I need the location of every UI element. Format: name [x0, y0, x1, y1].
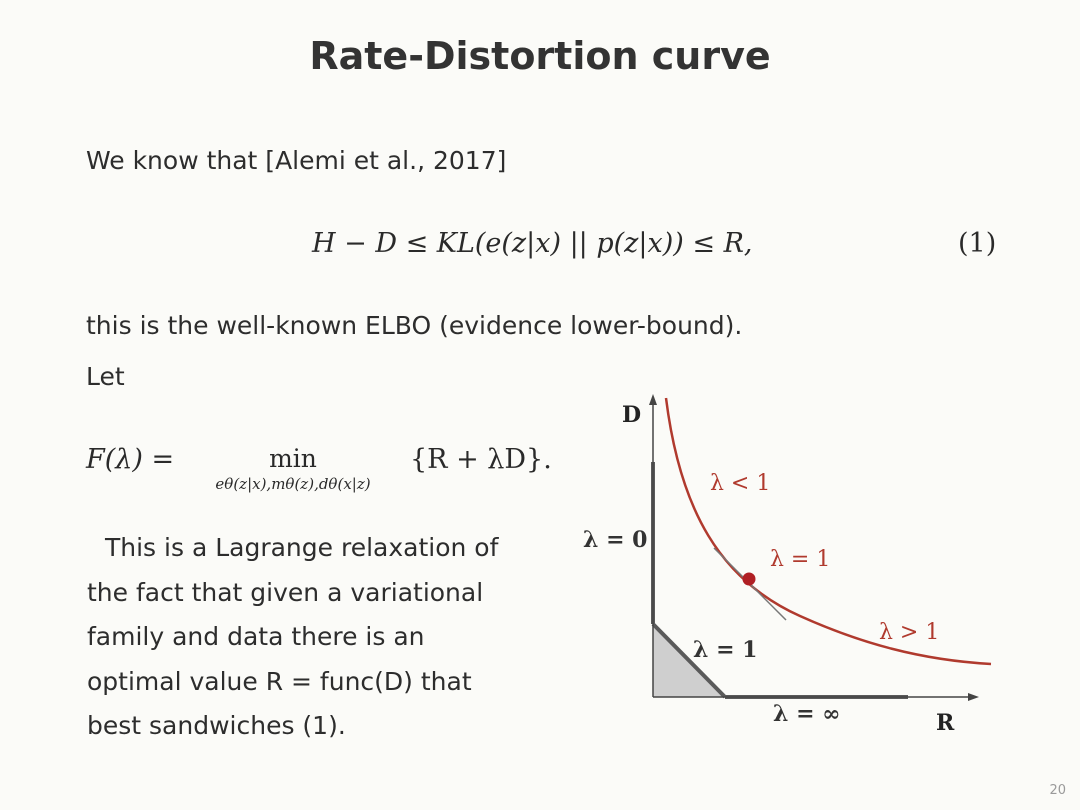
let-text: Let: [86, 362, 125, 391]
paragraph-line: best sandwiches (1).: [87, 711, 346, 740]
min-word: min: [269, 444, 317, 473]
intro-text: We know that [Alemi et al., 2017]: [86, 146, 507, 175]
lambda-one-bound-line: [651, 622, 727, 699]
label-lambda-inf: λ = ∞: [773, 701, 841, 727]
paragraph-line: the fact that given a variational: [87, 578, 484, 607]
paragraph-line: optimal value R = func(D) that: [87, 667, 472, 696]
label-lambda-lt1: λ < 1: [710, 471, 770, 496]
min-operator: min eθ(z|x),mθ(z),dθ(x|z): [186, 444, 400, 493]
slide-title: Rate-Distortion curve: [309, 34, 771, 78]
f-lambda-lhs: F(λ) =: [86, 444, 175, 475]
min-subscript: eθ(z|x),mθ(z),dθ(x|z): [215, 475, 371, 493]
label-lambda-0: λ = 0: [583, 527, 648, 553]
x-axis-arrow-icon: [968, 693, 979, 701]
x-axis-label: R: [936, 710, 955, 736]
f-lambda-rhs: {R + λD}.: [410, 444, 552, 475]
label-lambda-eq1-triangle: λ = 1: [693, 637, 758, 663]
paragraph-line: family and data there is an: [87, 622, 425, 651]
tangent-point: [742, 572, 756, 586]
page-number: 20: [1049, 783, 1066, 798]
label-lambda-gt1: λ > 1: [879, 620, 939, 645]
rd-curve: [664, 397, 992, 666]
equation-number: (1): [958, 228, 997, 259]
label-lambda-eq1-curve: λ = 1: [770, 547, 830, 572]
y-axis-arrow-icon: [649, 394, 657, 405]
inequality-equation: H − D ≤ KL(e(z|x) || p(z|x)) ≤ R,: [312, 228, 753, 259]
paragraph-line: This is a Lagrange relaxation of: [105, 533, 499, 562]
elbo-text: this is the well-known ELBO (evidence lo…: [86, 311, 743, 340]
y-axis-label: D: [622, 402, 641, 428]
